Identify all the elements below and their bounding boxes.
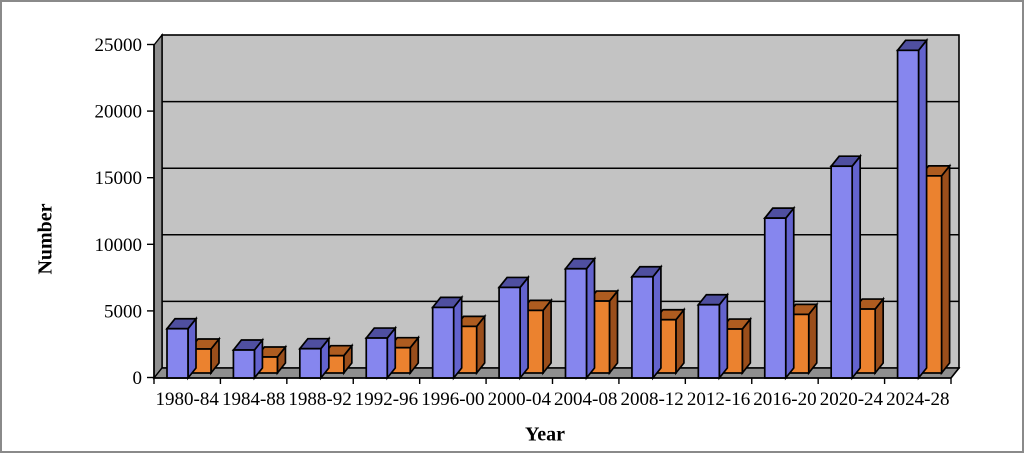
x-category-label-1980-84: 1980-84 (156, 389, 220, 410)
x-category-label-2016-20: 2016-20 (753, 389, 816, 410)
bar-side-orange-2020-24 (874, 296, 885, 376)
y-tick-label-5000: 5000 (104, 301, 142, 322)
bar-blue-1980-84 (166, 327, 189, 379)
bar-side-blue-1996-00 (452, 294, 463, 381)
bar-blue-2024-28 (896, 49, 920, 379)
x-category-label-2000-04: 2000-04 (488, 389, 552, 410)
bar-blue-2008-12 (631, 275, 654, 379)
x-category-label-2024-28: 2024-28 (886, 389, 949, 410)
bar-blue-2000-04 (498, 286, 521, 379)
y-axis-title: Number (34, 203, 57, 275)
bar-side-orange-2000-04 (542, 297, 552, 376)
y-tick-label-15000: 15000 (95, 168, 143, 189)
x-category-label-1984-88: 1984-88 (222, 389, 285, 410)
x-category-label-1992-96: 1992-96 (355, 389, 418, 410)
bar-blue-1996-00 (431, 306, 455, 379)
bar-side-orange-2016-20 (807, 301, 818, 376)
bar-side-blue-2008-12 (652, 264, 662, 381)
bar-blue-2020-24 (830, 165, 854, 379)
bar-blue-1988-92 (298, 347, 322, 379)
bar-side-blue-2024-28 (917, 37, 928, 381)
x-category-label-2008-12: 2008-12 (620, 389, 683, 410)
bar-blue-2016-20 (763, 217, 787, 379)
x-category-label-1996-00: 1996-00 (421, 389, 484, 410)
bar-blue-1992-96 (365, 337, 389, 379)
bar-blue-2004-08 (564, 267, 588, 379)
x-category-label-1988-92: 1988-92 (288, 389, 351, 410)
bar-blue-1984-88 (232, 349, 256, 379)
bar-side-blue-2012-16 (718, 292, 729, 381)
bar-side-blue-2000-04 (519, 275, 529, 381)
x-category-label-2012-16: 2012-16 (687, 389, 750, 410)
x-category-label-2004-08: 2004-08 (554, 389, 617, 410)
y-tick-label-10000: 10000 (95, 235, 143, 256)
bar-side-blue-2016-20 (784, 205, 795, 381)
y-tick-label-25000: 25000 (95, 35, 143, 56)
plot-side-wall (153, 33, 163, 380)
x-axis-title: Year (525, 423, 565, 446)
plot-back-wall (161, 34, 960, 369)
bar-side-orange-2004-08 (608, 288, 619, 376)
bar-side-orange-2024-28 (940, 163, 951, 376)
y-tick-label-20000: 20000 (95, 102, 143, 123)
bar-blue-2012-16 (697, 303, 721, 379)
y-tick-label-0: 0 (133, 368, 143, 389)
x-category-label-2020-24: 2020-24 (820, 389, 884, 410)
bar-side-blue-2020-24 (851, 153, 862, 381)
bar-side-blue-2004-08 (585, 256, 596, 381)
